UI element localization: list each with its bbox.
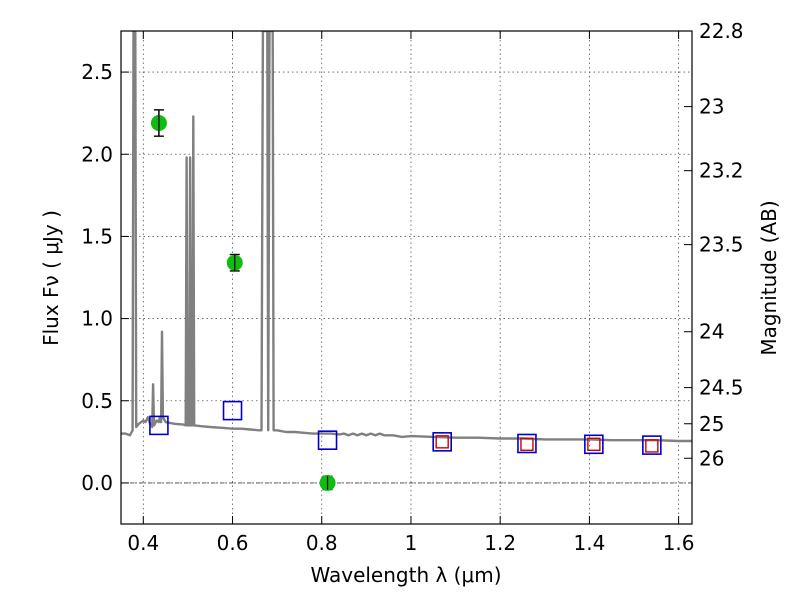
model-flux-marker bbox=[642, 435, 662, 455]
model-flux-marker bbox=[432, 432, 452, 452]
axis-ticks: 0.4 0.6 0.8 1 1.2 1.4 1.6 0.0 0.5 1.0 1.5 2.0 2.5 22.… bbox=[81, 19, 743, 555]
y-tick-label: 0.5 bbox=[81, 389, 113, 413]
red-marker bbox=[520, 437, 534, 451]
red-marker bbox=[587, 437, 601, 451]
y-tick-label: 0.0 bbox=[81, 471, 113, 495]
model-flux-marker bbox=[317, 430, 338, 450]
y2-tick-label: 23 bbox=[699, 95, 724, 119]
model-flux-marker bbox=[517, 433, 537, 454]
x-tick-label: 0.6 bbox=[217, 531, 249, 555]
model-flux-marker bbox=[584, 434, 604, 455]
plot-series bbox=[121, 31, 692, 491]
y-tick-label: 2.0 bbox=[81, 142, 113, 166]
red-marker bbox=[435, 435, 449, 449]
plot-area bbox=[121, 31, 692, 491]
y2-tick-label: 22.8 bbox=[699, 19, 744, 43]
y-tick-label: 1.5 bbox=[81, 224, 113, 248]
x-tick-label: 1.6 bbox=[663, 531, 695, 555]
x-tick-label: 1.2 bbox=[484, 531, 516, 555]
model-flux-marker bbox=[222, 400, 243, 421]
x-tick-label: 1.4 bbox=[573, 531, 605, 555]
y2-axis-label: Magnitude (AB) bbox=[757, 200, 781, 355]
model-flux-marker bbox=[149, 415, 169, 436]
spectrum-line bbox=[121, 31, 692, 443]
y2-tick-label: 24.5 bbox=[699, 376, 744, 400]
plot-frame bbox=[120, 30, 693, 525]
x-tick-label: 0.4 bbox=[127, 531, 159, 555]
y-tick-label: 1.0 bbox=[81, 307, 113, 331]
red-marker bbox=[645, 439, 659, 453]
x-axis-label: Wavelength λ (μm) bbox=[310, 563, 501, 587]
y2-tick-label: 23.5 bbox=[699, 233, 744, 257]
grid-lines bbox=[121, 31, 692, 524]
y2-tick-label: 23.2 bbox=[699, 159, 744, 183]
y2-tick-label: 24 bbox=[699, 320, 724, 344]
y2-tick-label: 26 bbox=[699, 446, 724, 470]
y-axis-label: Flux Fν ( μJy ) bbox=[39, 210, 63, 346]
x-tick-label: 1 bbox=[405, 531, 418, 555]
x-tick-label: 0.8 bbox=[306, 531, 338, 555]
y2-tick-label: 25 bbox=[699, 412, 724, 436]
y-tick-label: 2.5 bbox=[81, 60, 113, 84]
